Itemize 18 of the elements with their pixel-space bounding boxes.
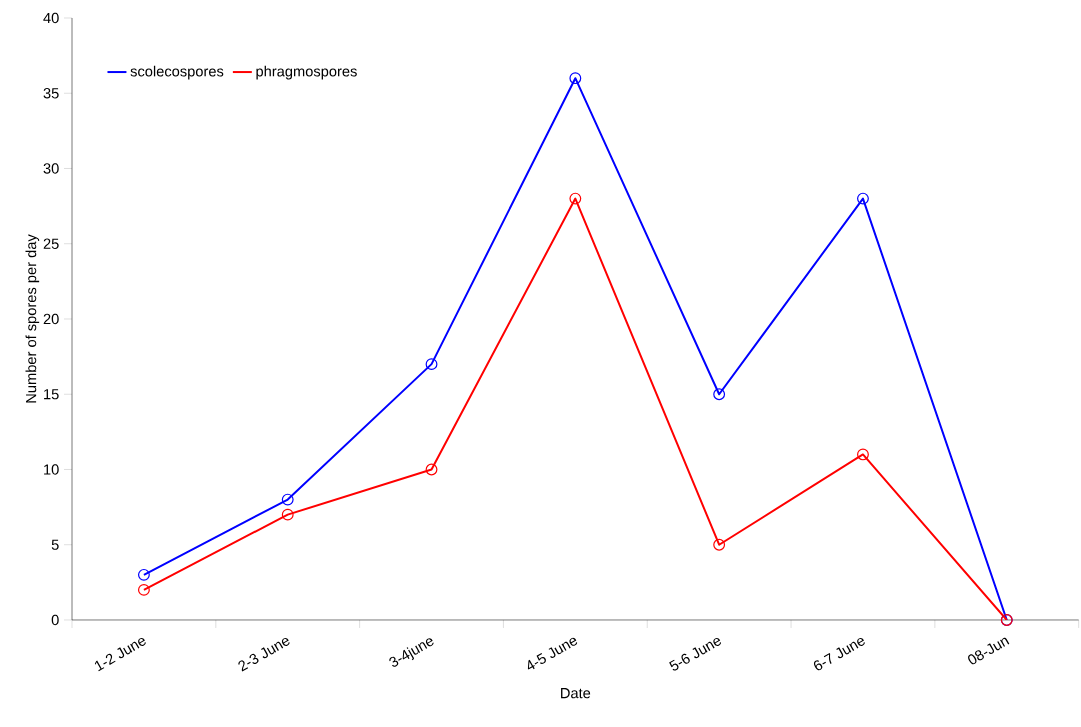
y-tick-label: 35: [43, 88, 59, 99]
y-tick-label: 0: [51, 614, 59, 626]
y-tick-label: 20: [43, 313, 59, 325]
y-tick-label: 40: [43, 12, 59, 24]
x-tick-label: 4-5 June: [527, 637, 578, 670]
x-tick-label: 5-6 June: [669, 637, 721, 671]
x-tick-label: 6-7 June: [813, 637, 865, 671]
legend-label: phragmospores: [256, 65, 357, 80]
y-tick-label: 5: [51, 539, 59, 550]
y-tick-label: 15: [44, 389, 59, 400]
y-tick-label: 30: [43, 163, 59, 174]
x-tick-label: 2-3 June: [238, 637, 290, 672]
y-tick-label: 25: [43, 238, 59, 249]
y-axis-title: Number of spores per day: [25, 234, 40, 403]
y-tick-label: 10: [44, 464, 59, 475]
x-tick-label: 1-2 June: [94, 637, 146, 672]
legend-label: scolecospores: [130, 65, 224, 80]
x-axis-title: Date: [561, 688, 591, 699]
